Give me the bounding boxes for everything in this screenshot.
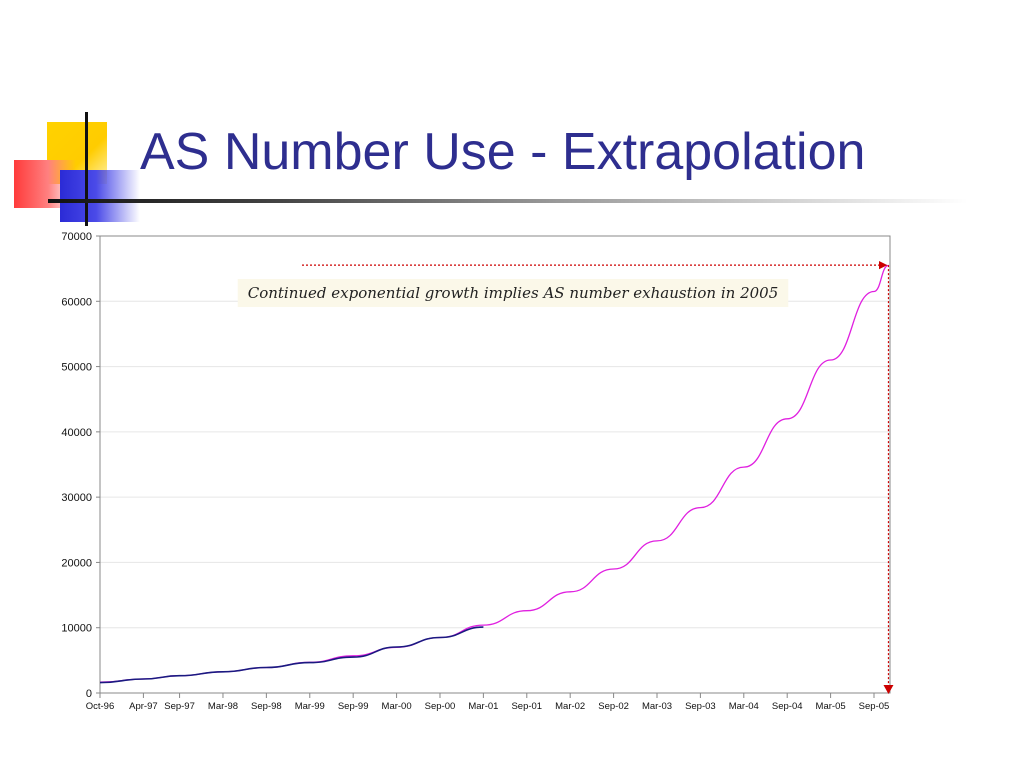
annotation-box: [237, 279, 789, 307]
annotation-text: Continued exponential growth implies AS …: [248, 284, 779, 302]
x-tick-label: Mar-00: [382, 701, 412, 712]
blue-square-decoration: [60, 170, 140, 222]
x-axis: Oct-96 Apr-97 Sep-97 Mar-98 Sep-98 Mar-99 Sep-…: [86, 693, 890, 712]
projection-series-line: [99, 264, 889, 683]
x-tick-label: Sep-02: [598, 701, 629, 712]
x-tick-label: Sep-05: [859, 701, 890, 712]
x-tick-label: Sep-97: [164, 701, 195, 712]
x-tick-label: Sep-98: [251, 701, 282, 712]
annotation-group: Continued exponential growth implies AS …: [237, 279, 789, 307]
exhaustion-markers: [302, 260, 894, 694]
y-tick-label: 70000: [61, 231, 92, 243]
x-tick-label: Mar-02: [555, 701, 585, 712]
y-tick-label: 60000: [61, 296, 92, 308]
y-tick-label: 30000: [61, 492, 92, 504]
x-tick-label: Mar-03: [642, 701, 672, 712]
x-tick-label: Apr-97: [129, 701, 158, 712]
y-tick-label: 10000: [61, 623, 92, 635]
x-tick-label: Mar-98: [208, 701, 238, 712]
x-tick-label: Mar-99: [295, 701, 325, 712]
x-tick-label: Sep-00: [425, 701, 456, 712]
x-tick-label: Sep-01: [511, 701, 542, 712]
gridlines: [100, 300, 890, 629]
x-tick-label: Sep-03: [685, 701, 716, 712]
series-lines: [99, 264, 889, 684]
down-arrowhead: [883, 685, 894, 694]
y-tick-label: 40000: [61, 427, 92, 439]
x-tick-label: Mar-01: [468, 701, 498, 712]
plot-frame: [99, 235, 891, 694]
observed-series-line: [99, 626, 484, 684]
y-tick-label: 50000: [61, 362, 92, 374]
y-tick-label: 20000: [61, 557, 92, 569]
x-tick-label: Mar-05: [816, 701, 846, 712]
x-tick-label: Sep-04: [772, 701, 803, 712]
title-underline-rule: [48, 199, 968, 203]
slide-title: AS Number Use - Extrapolation: [140, 123, 866, 181]
x-tick-label: Mar-04: [729, 701, 759, 712]
x-tick-label: Oct-96: [86, 701, 115, 712]
y-axis: 0 10000 20000 30000 40000 50000 60000 70000: [61, 231, 100, 700]
y-tick-label: 0: [86, 688, 92, 700]
vertical-rule-decoration: [85, 112, 88, 226]
x-tick-label: Sep-99: [338, 701, 369, 712]
